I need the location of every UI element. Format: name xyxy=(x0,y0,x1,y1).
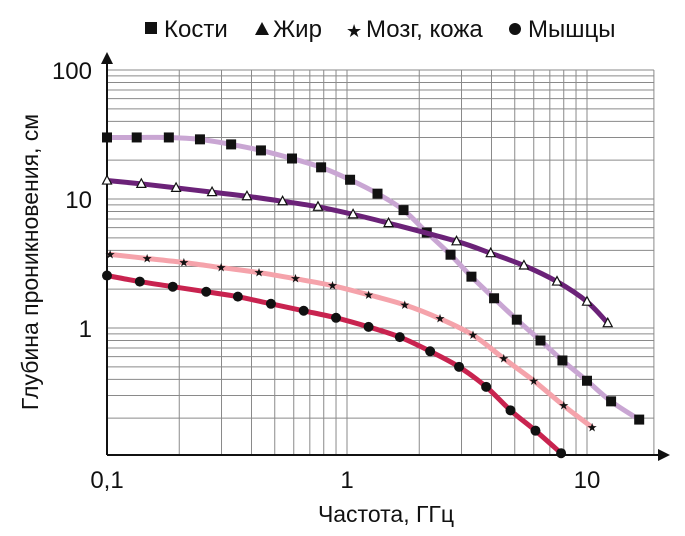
data-point-triangle xyxy=(451,235,463,246)
data-point-star: ★ xyxy=(468,328,479,342)
legend-circle-icon xyxy=(509,23,521,35)
y-axis-arrow-icon xyxy=(101,52,113,64)
x-tick-label: 0,1 xyxy=(90,467,123,494)
data-point-square xyxy=(445,249,456,260)
data-point-square xyxy=(557,355,568,366)
data-point-star: ★ xyxy=(327,279,338,293)
data-point-star: ★ xyxy=(558,399,569,413)
data-point-triangle xyxy=(206,185,218,197)
legend-star-icon: ★ xyxy=(346,21,362,41)
data-point-triangle xyxy=(241,189,253,201)
data-point-triangle xyxy=(383,216,395,228)
data-point-square xyxy=(255,145,266,156)
data-point-star: ★ xyxy=(105,247,116,261)
series-line-circle xyxy=(104,273,564,456)
data-point-star: ★ xyxy=(498,352,509,366)
data-point-star: ★ xyxy=(254,266,265,280)
data-point-square xyxy=(316,162,327,173)
data-point-star: ★ xyxy=(399,298,410,312)
data-point-star: ★ xyxy=(216,261,227,275)
data-point-triangle xyxy=(277,195,289,206)
data-point-circle xyxy=(481,381,492,392)
data-point-square xyxy=(398,205,409,216)
data-point-circle xyxy=(298,305,309,316)
x-axis-label: Частота, ГГц xyxy=(318,501,454,527)
data-point-circle xyxy=(556,448,567,459)
data-point-triangle xyxy=(485,246,497,258)
data-point-triangle xyxy=(101,174,113,185)
data-point-triangle xyxy=(312,200,324,211)
data-point-square xyxy=(287,153,298,164)
data-point-circle xyxy=(454,361,465,372)
y-tick-label: 1 xyxy=(79,316,92,343)
data-point-circle xyxy=(505,405,516,416)
data-point-square xyxy=(102,132,112,143)
data-point-square xyxy=(131,132,142,143)
data-point-square xyxy=(634,414,645,425)
data-point-square xyxy=(511,314,522,325)
data-point-star: ★ xyxy=(363,288,374,302)
data-point-square xyxy=(226,139,237,150)
data-point-star: ★ xyxy=(587,420,598,434)
legend: Кости Жир ★ Мозг, кожа Мышцы xyxy=(145,16,616,43)
data-point-triangle xyxy=(602,316,614,328)
data-point-triangle xyxy=(170,181,182,192)
legend-label: Мозг, кожа xyxy=(366,16,483,43)
data-point-circle xyxy=(232,291,243,302)
data-point-square xyxy=(535,335,546,346)
data-point-circle xyxy=(394,332,405,343)
data-point-star: ★ xyxy=(528,374,539,388)
data-point-circle xyxy=(167,281,178,292)
legend-triangle-icon xyxy=(255,22,269,35)
data-point-circle xyxy=(102,270,112,281)
series-line-star xyxy=(107,251,595,430)
data-point-star: ★ xyxy=(178,255,189,269)
data-point-triangle xyxy=(135,177,147,188)
data-point-triangle xyxy=(551,275,563,286)
legend-label: Кости xyxy=(164,16,228,43)
data-point-square xyxy=(372,188,383,199)
grid xyxy=(106,69,655,455)
legend-label: Жир xyxy=(273,16,322,43)
data-point-square xyxy=(345,174,356,185)
data-point-circle xyxy=(331,312,342,323)
y-tick-label: 10 xyxy=(65,187,92,214)
series-line-triangle xyxy=(104,178,611,326)
axes xyxy=(101,52,670,461)
data-point-triangle xyxy=(347,208,359,219)
x-tick-label: 10 xyxy=(574,467,601,494)
data-point-circle xyxy=(530,425,541,436)
data-point-square xyxy=(582,375,592,386)
data-point-circle xyxy=(201,286,212,297)
tick-labels: 0,1 1 10 100 10 1 xyxy=(52,58,600,494)
x-tick-label: 1 xyxy=(340,467,353,494)
data-point-square xyxy=(489,293,500,304)
data-point-circle xyxy=(134,276,145,287)
data-point-circle xyxy=(265,298,276,309)
data-point-square xyxy=(163,132,174,143)
y-axis-label: Глубина проникновения, см xyxy=(17,114,43,410)
data-point-square xyxy=(194,134,205,145)
series-group: ★ ★ ★ ★ ★ ★ ★ ★ ★ ★ ★ ★ ★ ★ ★ xyxy=(101,132,645,459)
legend-label: Мышцы xyxy=(528,16,616,43)
y-tick-label: 100 xyxy=(52,58,92,85)
data-point-circle xyxy=(363,321,374,332)
data-point-square xyxy=(606,396,617,407)
legend-square-icon xyxy=(145,22,157,34)
data-point-star: ★ xyxy=(290,272,301,286)
data-point-circle xyxy=(425,346,436,357)
data-point-star: ★ xyxy=(142,251,153,265)
data-point-triangle xyxy=(518,259,530,270)
series-line-square xyxy=(104,134,642,423)
data-point-star: ★ xyxy=(435,312,446,326)
data-point-triangle xyxy=(581,295,593,306)
data-point-square xyxy=(466,271,477,282)
x-axis-arrow-icon xyxy=(658,449,670,461)
